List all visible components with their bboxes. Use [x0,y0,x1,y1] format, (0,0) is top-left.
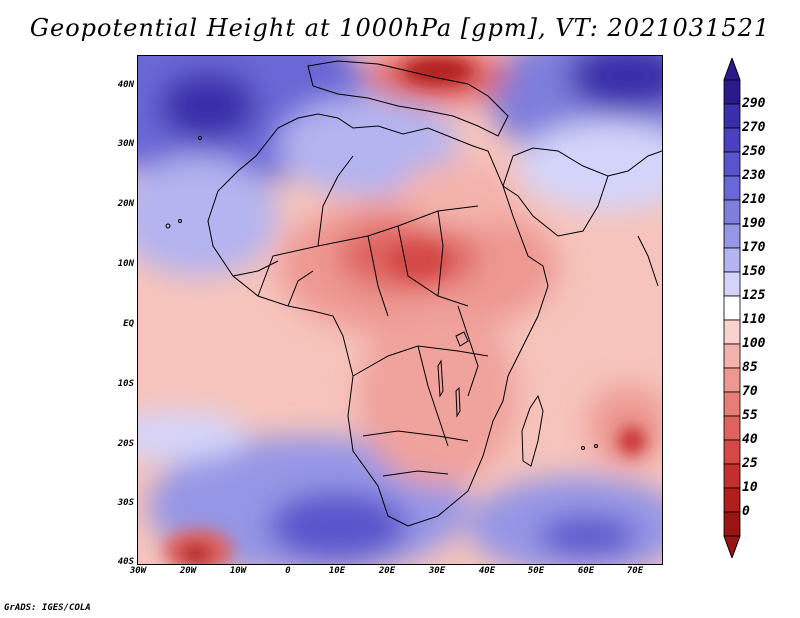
colorbar-top-arrow [723,58,741,81]
colorbar-level-label: 55 [742,408,758,423]
lon-label-30e: 30E [428,566,446,576]
colorbar-level-label: 125 [742,288,766,303]
lon-label-60e: 60E [577,566,595,576]
lat-label-10s: 10S [117,379,134,389]
lake-malawi [455,386,461,418]
lon-label-50e: 50E [527,566,545,576]
colorbar-level-label: 100 [742,336,766,351]
colorbar-level-label: 110 [742,312,766,327]
colorbar-level-label: 190 [742,216,766,231]
colorbar-cell [723,103,741,129]
colorbar-level-label: 230 [742,168,766,183]
colorbar-cell [723,223,741,249]
lon-label-10w: 10W [229,566,247,576]
colorbar-level-label: 170 [742,240,766,255]
colorbar-cell [723,199,741,225]
colorbar-cell [723,271,741,297]
colorbar-cell [723,319,741,345]
lon-label-20e: 20E [378,566,396,576]
lon-label-70e: 70E [626,566,644,576]
coastlines [207,60,662,527]
madagascar [521,394,544,467]
africa-coastline [207,113,549,527]
lon-label-10e: 10E [328,566,346,576]
lon-label-40e: 40E [478,566,496,576]
colorbar-cell [723,151,741,177]
colorbar-level-label: 290 [742,96,766,111]
colorbar-cell [723,391,741,417]
lat-label-10n: 10N [117,259,134,269]
lat-label-20n: 20N [117,199,134,209]
colorbar [723,58,741,558]
lat-label-30n: 30N [117,139,134,149]
colorbar-level-label: 70 [742,384,758,399]
colorbar-level-label: 85 [742,360,758,375]
geopotential-map [138,56,662,564]
colorbar-bottom-arrow [723,535,741,558]
colorbar-level-label: 40 [742,432,758,447]
colorbar-level-label: 25 [742,456,758,471]
lat-label-30s: 30S [117,498,134,508]
colorbar-cell [723,79,741,105]
lat-label-eq: EQ [123,319,134,329]
lat-label-20s: 20S [117,439,134,449]
colorbar-cell [723,367,741,393]
lake-victoria [455,331,469,347]
lat-label-40n: 40N [117,80,134,90]
colorbar-cell [723,511,741,537]
colorbar-cell [723,415,741,441]
colorbar-cell [723,439,741,465]
colorbar-level-label: 250 [742,144,766,159]
colorbar-cell [723,487,741,513]
lon-label-30w: 30W [129,566,147,576]
colorbar-cell [723,343,741,369]
colorbar-cell [723,247,741,273]
map-title: Geopotential Height at 1000hPa [gpm], VT… [29,14,771,42]
colorbar-cell [723,175,741,201]
colorbar-cell [723,127,741,153]
mascarene-low [618,427,646,455]
colorbar-cell [723,295,741,321]
colorbar-level-label: 210 [742,192,766,207]
lon-label-20w: 20W [179,566,197,576]
arabian-peninsula [502,147,609,237]
grads-credit: GrADS: IGES/COLA [4,603,91,613]
europe-coast [307,60,509,137]
colorbar-cell [723,463,741,489]
colorbar-level-label: 150 [742,264,766,279]
lake-tanganyika [437,359,444,398]
lon-label-0: 0 [285,566,291,576]
colorbar-level-label: 0 [742,504,750,519]
lat-label-40s: 40S [117,557,134,567]
colorbar-level-label: 270 [742,120,766,135]
map-plot-area [137,55,663,565]
colorbar-level-label: 10 [742,480,758,495]
colorbar-cells [723,58,741,558]
